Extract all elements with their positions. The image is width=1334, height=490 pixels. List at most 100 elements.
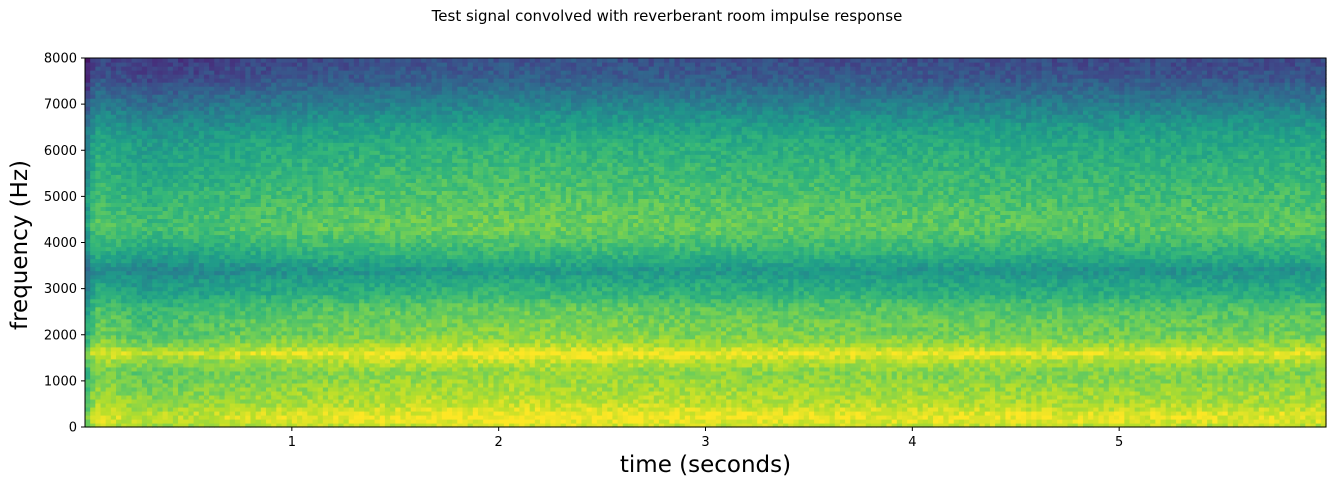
spectrogram-cell [462, 410, 469, 416]
spectrogram-cell [1020, 358, 1027, 364]
spectrogram-cell [901, 386, 908, 392]
spectrogram-cell [421, 354, 427, 360]
spectrogram-cell [627, 406, 634, 412]
spectrogram-cell [462, 370, 469, 376]
spectrogram-cell [1253, 370, 1260, 376]
spectrogram-cell [488, 402, 495, 408]
spectrogram-cell [1020, 418, 1027, 424]
spectrogram-cell [819, 398, 826, 404]
spectrogram-cell [141, 358, 148, 364]
spectrogram-cell [1207, 386, 1213, 392]
spectrogram-cell [876, 418, 882, 424]
spectrogram-cell [689, 366, 696, 372]
spectrogram-cell [85, 422, 91, 428]
spectrogram-cell [348, 358, 355, 364]
spectrogram-cell [1046, 350, 1053, 356]
spectrogram-cell [126, 362, 133, 368]
spectrogram-cell [167, 370, 174, 376]
spectrogram-cell [829, 422, 836, 428]
spectrogram-cell [467, 350, 474, 356]
spectrogram-cell [1072, 362, 1079, 368]
spectrogram-cell [741, 370, 748, 376]
spectrogram-cell [1046, 342, 1053, 348]
spectrogram-cell [726, 378, 732, 384]
spectrogram-cell [979, 370, 986, 376]
spectrogram-cell [1170, 346, 1177, 352]
spectrogram-cell [152, 342, 158, 348]
spectrogram-cell [240, 358, 246, 364]
spectrogram-cell [814, 374, 820, 380]
spectrogram-cell [545, 350, 551, 356]
spectrogram-cell [1067, 390, 1074, 396]
spectrogram-cell [736, 366, 743, 372]
spectrogram-cell [550, 422, 557, 428]
spectrogram-cell [209, 346, 215, 352]
spectrogram-cell [431, 394, 438, 400]
spectrogram-cell [803, 386, 810, 392]
spectrogram-cell [545, 382, 551, 388]
spectrogram-cell [1176, 366, 1182, 372]
spectrogram-cell [1300, 354, 1306, 360]
spectrogram-cell [648, 354, 655, 360]
spectrogram-cell [1031, 366, 1038, 372]
spectrogram-cell [415, 390, 422, 396]
spectrogram-cell [1279, 386, 1286, 392]
spectrogram-cell [333, 354, 339, 360]
spectrogram-cell [834, 350, 841, 356]
spectrogram-cell [731, 406, 738, 412]
spectrogram-cell [1315, 350, 1322, 356]
spectrogram-cell [348, 394, 355, 400]
spectrogram-cell [328, 386, 334, 392]
spectrogram-cell [472, 402, 479, 408]
spectrogram-cell [452, 342, 458, 348]
spectrogram-cell [224, 382, 231, 388]
spectrogram-cell [131, 370, 138, 376]
spectrogram-cell [808, 414, 815, 420]
spectrogram-cell [1072, 402, 1079, 408]
spectrogram-cell [1077, 354, 1084, 360]
spectrogram-cell [586, 366, 593, 372]
spectrogram-cell [777, 414, 784, 420]
spectrogram-cell [322, 398, 329, 404]
spectrogram-cell [767, 354, 774, 360]
spectrogram-cell [395, 350, 402, 356]
spectrogram-cell [265, 418, 272, 424]
spectrogram-cell [343, 390, 350, 396]
spectrogram-cell [421, 406, 427, 412]
spectrogram-cell [881, 414, 888, 420]
spectrogram-cell [260, 374, 267, 380]
spectrogram-cell [1088, 382, 1094, 388]
spectrogram-cell [679, 354, 686, 360]
spectrogram-cell [669, 398, 676, 404]
spectrogram-cell [1155, 394, 1162, 400]
spectrogram-cell [297, 410, 303, 416]
spectrogram-cell [209, 398, 215, 404]
spectrogram-cell [509, 394, 515, 400]
spectrogram-cell [881, 362, 888, 368]
spectrogram-cell [715, 418, 722, 424]
spectrogram-cell [405, 354, 412, 360]
spectrogram-cell [1067, 358, 1074, 364]
spectrogram-cell [1103, 390, 1110, 396]
spectrogram-cell [674, 418, 681, 424]
spectrogram-cell [1072, 358, 1079, 364]
spectrogram-cell [767, 406, 774, 412]
spectrogram-cell [141, 378, 148, 384]
spectrogram-cell [317, 366, 324, 372]
spectrogram-cell [90, 398, 96, 404]
spectrogram-cell [845, 374, 851, 380]
spectrogram-cell [214, 362, 221, 368]
spectrogram-cell [1320, 406, 1327, 412]
spectrogram-cell [374, 418, 381, 424]
spectrogram-cell [788, 398, 794, 404]
spectrogram-cell [1114, 358, 1120, 364]
spectrogram-cell [1315, 382, 1322, 388]
spectrogram-cell [633, 362, 639, 368]
spectrogram-cell [555, 342, 562, 348]
spectrogram-cell [90, 418, 96, 424]
spectrogram-cell [271, 410, 277, 416]
spectrogram-cell [1222, 414, 1229, 420]
spectrogram-cell [302, 366, 308, 372]
spectrogram-cell [1046, 418, 1053, 424]
spectrogram-cell [1057, 342, 1063, 348]
